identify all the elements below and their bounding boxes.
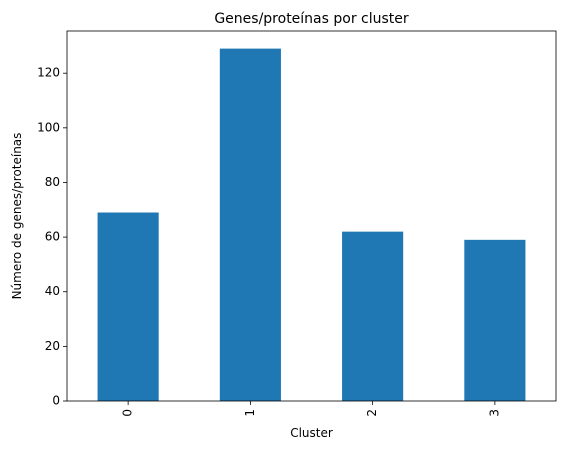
x-tick-label-0: 0 (121, 409, 135, 417)
x-axis-label: Cluster (290, 426, 333, 440)
y-tick-label-0: 0 (52, 394, 60, 408)
chart-title: Genes/proteínas por cluster (214, 11, 409, 27)
bars (97, 48, 526, 401)
y-tick-label-20: 20 (45, 339, 60, 353)
x-tick-label-1: 1 (243, 409, 257, 417)
x-tick-label-3: 3 (487, 409, 501, 417)
bar-3 (464, 239, 526, 401)
bar-0 (97, 212, 159, 401)
y-axis: 0 20 40 60 80 100 120 (37, 66, 67, 408)
y-axis-label: Número de genes/proteínas (10, 133, 24, 300)
plot-area (66, 30, 557, 402)
y-tick-label-80: 80 (45, 175, 60, 189)
y-tick-label-40: 40 (45, 284, 60, 298)
bar-2 (342, 231, 404, 401)
plot-frame (66, 30, 557, 402)
x-axis: 0 1 2 3 (121, 401, 501, 417)
x-tick-label-2: 2 (365, 409, 379, 417)
y-tick-label-60: 60 (45, 230, 60, 244)
y-tick-label-100: 100 (37, 120, 60, 134)
y-tick-label-120: 120 (37, 66, 60, 80)
bar-1 (219, 48, 281, 401)
